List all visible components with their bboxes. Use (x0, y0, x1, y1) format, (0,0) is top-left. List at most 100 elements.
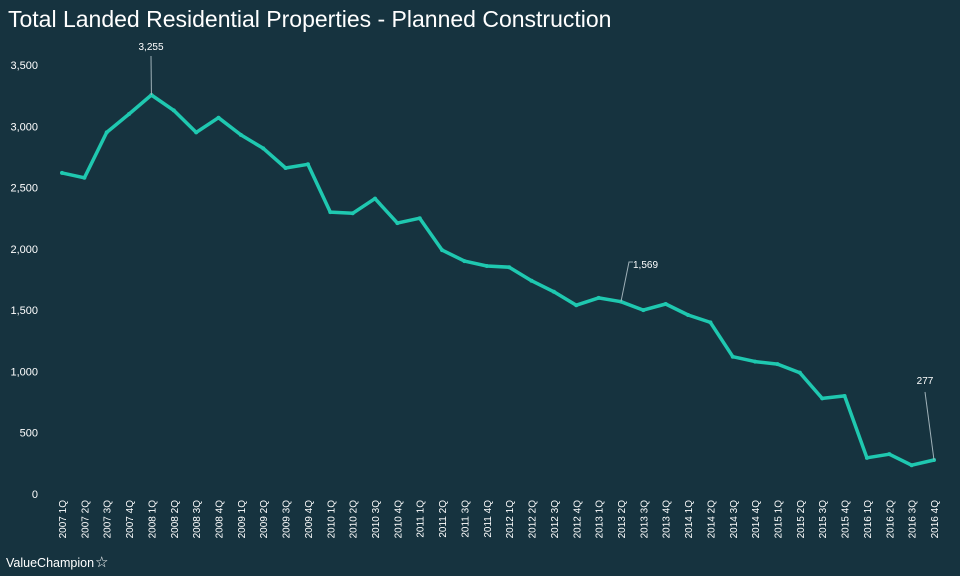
data-point (440, 248, 445, 253)
x-tick-label: 2012 1Q (505, 500, 516, 539)
data-point (373, 196, 378, 201)
data-point (283, 165, 288, 170)
data-point (574, 303, 579, 308)
leader-line (924, 391, 935, 461)
data-label: 3,255 (138, 42, 164, 96)
data-point (194, 130, 199, 135)
data-point (842, 393, 847, 398)
data-point (328, 210, 333, 215)
data-label-text: 277 (917, 376, 934, 387)
chart-title: Total Landed Residential Properties - Pl… (8, 6, 612, 32)
x-tick-label: 2014 2Q (706, 500, 717, 539)
data-point (887, 452, 892, 457)
data-point (753, 359, 758, 364)
data-point (171, 108, 176, 113)
x-tick-label: 2011 1Q (416, 500, 427, 538)
brand-logo: ValueChampion☆ (6, 553, 108, 571)
x-tick-label: 2015 4Q (841, 500, 852, 539)
data-point (261, 146, 266, 151)
leader-line (620, 261, 633, 302)
data-point (305, 162, 310, 167)
data-point (641, 308, 646, 313)
x-tick-label: 2011 4Q (483, 500, 494, 538)
x-tick-label: 2008 3Q (192, 500, 203, 539)
data-label-text: 3,255 (138, 42, 163, 53)
x-tick-label: 2010 1Q (326, 500, 337, 539)
x-tick-label: 2015 3Q (818, 500, 829, 539)
data-point (686, 313, 691, 318)
data-point (596, 295, 601, 300)
x-tick-label: 2013 2Q (617, 500, 628, 539)
data-point (663, 302, 668, 307)
y-tick-label: 1,000 (10, 366, 38, 378)
x-tick-label: 2007 1Q (58, 500, 69, 539)
x-tick-label: 2015 2Q (796, 500, 807, 539)
series-group (60, 93, 936, 468)
x-tick-label: 2011 3Q (460, 500, 471, 538)
data-point (60, 170, 64, 175)
x-tick-label: 2012 3Q (550, 500, 561, 539)
y-tick-label: 2,500 (10, 183, 38, 195)
x-tick-label: 2010 2Q (349, 500, 360, 539)
data-point (127, 112, 132, 117)
x-tick-label: 2009 2Q (259, 500, 270, 539)
x-tick-label: 2011 2Q (438, 500, 449, 538)
x-tick-label: 2008 1Q (147, 500, 158, 539)
y-tick-label: 3,500 (10, 60, 38, 72)
x-tick-label: 2014 4Q (751, 500, 762, 539)
x-tick-label: 2009 4Q (304, 500, 315, 539)
x-tick-label: 2014 1Q (684, 500, 695, 539)
data-point (551, 289, 556, 294)
x-tick-label: 2016 2Q (885, 500, 896, 539)
data-point (775, 362, 780, 367)
data-point (462, 259, 467, 264)
x-tick-label: 2008 4Q (215, 500, 226, 539)
x-tick-label: 2010 3Q (371, 500, 382, 539)
data-point (350, 211, 355, 216)
annotations: 3,255 1,569 277 (138, 42, 935, 461)
y-tick-label: 2,000 (10, 244, 38, 256)
x-tick-label: 2016 1Q (863, 500, 874, 539)
data-point (529, 278, 534, 283)
x-tick-label: 2008 2Q (170, 500, 181, 539)
data-point (484, 264, 489, 269)
x-tick-label: 2015 1Q (773, 500, 784, 539)
star-icon: ☆ (95, 554, 109, 571)
x-tick-label: 2007 4Q (125, 500, 136, 539)
data-point (730, 354, 735, 359)
x-tick-label: 2012 2Q (528, 500, 539, 539)
data-point (820, 396, 825, 401)
x-tick-label: 2014 3Q (729, 500, 740, 539)
x-tick-label: 2007 3Q (103, 500, 114, 539)
data-label: 277 (917, 376, 935, 461)
data-point (708, 320, 713, 325)
x-tick-label: 2009 3Q (282, 500, 293, 539)
y-tick-label: 0 (32, 489, 38, 501)
x-tick-label: 2016 4Q (930, 500, 941, 539)
data-point (797, 370, 802, 375)
brand-name: ValueChampion (6, 556, 95, 570)
data-point (507, 265, 512, 270)
x-tick-label: 2013 3Q (639, 500, 650, 539)
series-line (60, 93, 936, 467)
data-point (417, 216, 422, 221)
data-point (864, 455, 869, 460)
x-tick-label: 2016 3Q (908, 500, 919, 539)
data-point (82, 175, 87, 180)
x-tick-label: 2013 1Q (595, 500, 606, 539)
y-axis: 0 500 1,000 1,500 2,000 2,500 3,000 3,500 (10, 60, 38, 501)
data-label-text: 1,569 (633, 260, 658, 271)
x-tick-label: 2012 4Q (572, 500, 583, 539)
data-point (909, 463, 914, 468)
x-axis: 2007 1Q 2007 2Q 2007 3Q 2007 4Q 2008 1Q 2008 … (58, 500, 941, 539)
x-tick-label: 2007 2Q (80, 500, 91, 539)
x-tick-label: 2009 1Q (237, 500, 248, 539)
data-point (104, 130, 109, 135)
data-point (238, 132, 243, 137)
y-tick-label: 1,500 (10, 305, 38, 317)
y-tick-label: 3,000 (10, 121, 38, 133)
data-label: 1,569 (620, 260, 658, 302)
y-tick-label: 500 (20, 428, 38, 440)
data-point (216, 115, 221, 120)
